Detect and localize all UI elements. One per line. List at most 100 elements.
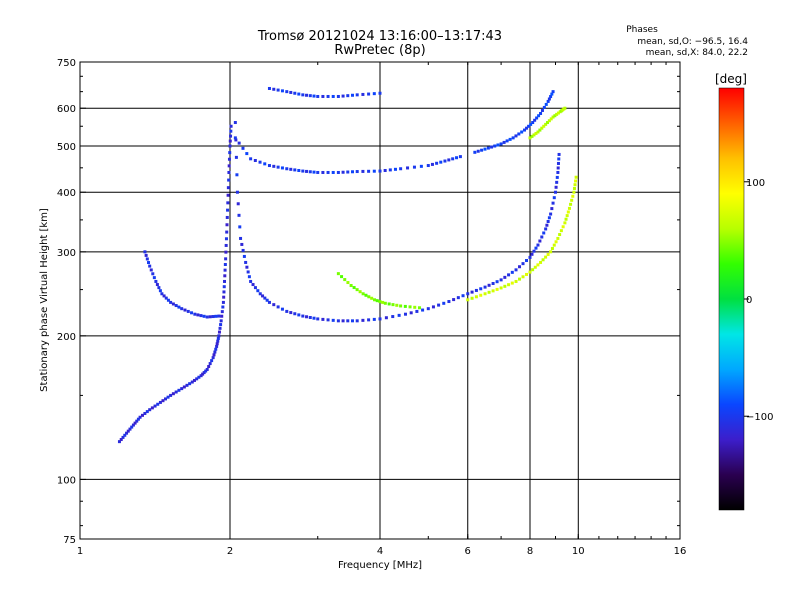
echo-point xyxy=(321,170,325,174)
echo-point xyxy=(272,303,276,307)
trace-e-region-trace xyxy=(117,124,233,444)
echo-point xyxy=(525,272,529,276)
y-tick-label: 300 xyxy=(57,248,76,259)
echo-point xyxy=(547,97,551,101)
echo-point xyxy=(520,130,524,134)
echo-point xyxy=(217,330,221,334)
x-tick-label: 2 xyxy=(227,546,233,557)
echo-point xyxy=(573,183,577,187)
echo-point xyxy=(149,268,153,272)
echo-point xyxy=(121,435,125,439)
echo-point xyxy=(540,235,544,239)
echo-point xyxy=(258,292,262,296)
echo-point xyxy=(552,243,556,247)
echo-point xyxy=(546,99,550,103)
echo-point xyxy=(528,136,532,140)
echo-point xyxy=(158,400,162,404)
echo-point xyxy=(210,359,214,363)
trace-upper-multiple-echo xyxy=(267,86,382,98)
echo-point xyxy=(391,303,395,307)
echo-point xyxy=(554,185,558,189)
echo-point xyxy=(249,157,253,161)
echo-point xyxy=(373,298,377,302)
echo-point xyxy=(461,294,465,298)
echo-point xyxy=(555,112,559,116)
echo-point xyxy=(321,94,325,98)
echo-point xyxy=(326,94,330,98)
echo-point xyxy=(555,180,559,184)
echo-point xyxy=(235,190,239,194)
colorbar-label: [deg] xyxy=(715,72,747,86)
echo-point xyxy=(166,298,170,302)
y-tick-label: 600 xyxy=(57,104,76,115)
echo-point xyxy=(177,305,181,309)
echo-point xyxy=(301,169,305,173)
echo-point xyxy=(557,152,561,156)
echo-point xyxy=(280,166,284,170)
echo-point xyxy=(559,229,563,233)
echo-point xyxy=(525,126,529,130)
x-tick-label: 8 xyxy=(527,546,533,557)
echo-point xyxy=(316,317,320,321)
echo-point xyxy=(160,292,164,296)
echo-point xyxy=(383,301,387,305)
echo-point xyxy=(531,121,535,125)
echo-point xyxy=(474,288,478,292)
echo-point xyxy=(556,161,560,165)
echo-point xyxy=(388,168,392,172)
echo-point xyxy=(571,194,575,198)
echo-point xyxy=(443,159,447,163)
echo-point xyxy=(312,170,316,174)
echo-point xyxy=(399,304,403,308)
echo-point xyxy=(483,285,487,289)
echo-point xyxy=(540,126,544,130)
echo-point xyxy=(551,115,555,119)
echo-point xyxy=(185,383,189,387)
echo-point xyxy=(545,223,549,227)
echo-point xyxy=(239,236,243,240)
echo-point xyxy=(245,152,249,156)
echo-point xyxy=(510,270,514,274)
y-axis-label: Stationary phase Virtual Height [km] xyxy=(39,208,50,392)
echo-point xyxy=(289,311,293,315)
echo-point xyxy=(346,319,350,323)
echo-point xyxy=(412,165,416,169)
echo-point xyxy=(242,254,246,258)
echo-point xyxy=(321,317,325,321)
echo-point xyxy=(199,374,203,378)
echo-point xyxy=(340,275,344,279)
echo-point xyxy=(336,272,340,276)
echo-point xyxy=(267,164,271,168)
echo-point xyxy=(213,350,217,354)
echo-point xyxy=(308,170,312,174)
echo-point xyxy=(227,170,231,174)
echo-point xyxy=(182,385,186,389)
echo-point xyxy=(421,308,425,312)
echo-point xyxy=(145,257,149,261)
echo-point xyxy=(349,283,353,287)
echo-point xyxy=(490,145,494,149)
echo-point xyxy=(211,356,215,360)
echo-point xyxy=(227,157,231,161)
y-tick-label: 400 xyxy=(57,188,76,199)
echo-point xyxy=(205,367,209,371)
echo-point xyxy=(572,186,576,190)
echo-point xyxy=(458,155,462,159)
echo-point xyxy=(546,252,550,256)
echo-point xyxy=(336,319,340,323)
echo-point xyxy=(233,136,237,140)
x-tick-label: 6 xyxy=(465,546,471,557)
colorbar-tick-label: −100 xyxy=(746,412,773,423)
echo-point xyxy=(355,319,359,323)
echo-point xyxy=(521,275,525,279)
echo-point xyxy=(228,139,232,143)
echo-point xyxy=(439,160,443,164)
echo-point xyxy=(265,298,269,302)
echo-point xyxy=(426,164,430,168)
echo-point xyxy=(378,91,382,95)
echo-point xyxy=(535,116,539,120)
echo-point xyxy=(350,319,354,323)
echo-point xyxy=(174,304,178,308)
echo-point xyxy=(546,121,550,125)
